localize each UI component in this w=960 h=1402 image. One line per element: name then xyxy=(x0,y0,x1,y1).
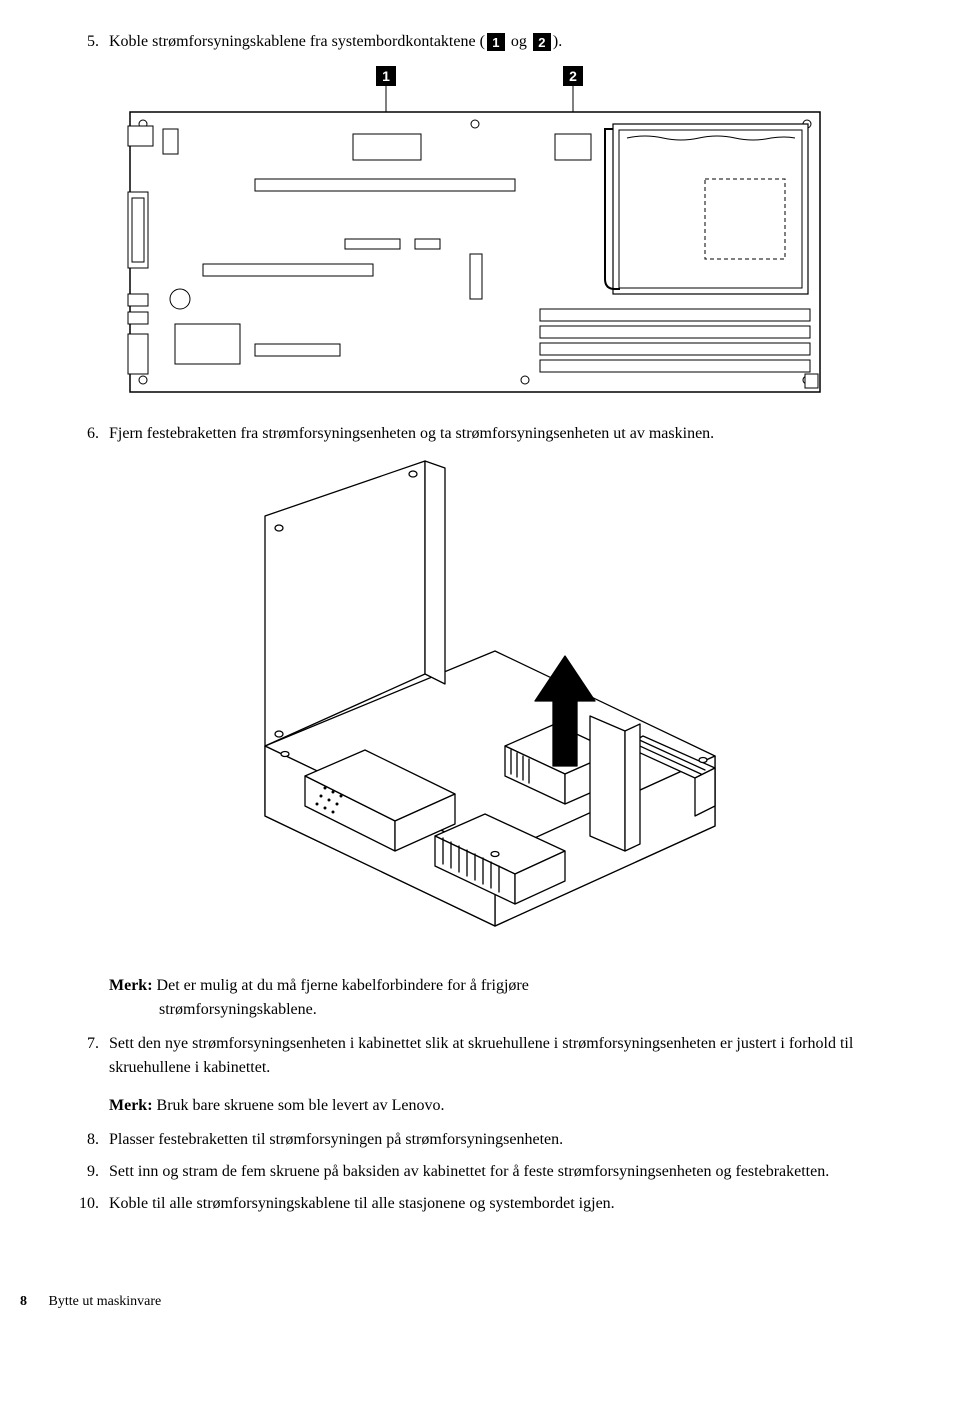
step-9: 9. Sett inn og stram de fem skruene på b… xyxy=(75,1160,875,1184)
step-5-num: 5. xyxy=(75,30,109,54)
step-9-num: 9. xyxy=(75,1160,109,1184)
step-5: 5. Koble strømforsyningskablene fra syst… xyxy=(75,30,875,54)
note-2-text: Bruk bare skruene som ble levert av Leno… xyxy=(157,1097,445,1114)
svg-text:2: 2 xyxy=(569,68,577,84)
callout-inline-2: 2 xyxy=(533,33,551,51)
step-5-text-a: Koble strømforsyningskablene fra systemb… xyxy=(109,33,485,50)
step-8-num: 8. xyxy=(75,1128,109,1152)
step-5-text: Koble strømforsyningskablene fra systemb… xyxy=(109,30,875,54)
svg-text:1: 1 xyxy=(382,68,390,84)
step-7: 7. Sett den nye strømforsyningsenheten i… xyxy=(75,1032,875,1080)
step-6-num: 6. xyxy=(75,422,109,446)
footer-pagenum: 8 xyxy=(20,1294,27,1310)
step-8-text: Plasser festebraketten til strømforsynin… xyxy=(109,1128,875,1152)
diagram-chassis xyxy=(75,456,875,956)
note-1-text: Det er mulig at du må fjerne kabelforbin… xyxy=(157,977,529,994)
step-5-text-c: ). xyxy=(553,33,562,50)
note-1-cont: strømforsyningskablene. xyxy=(159,998,875,1022)
step-6-text: Fjern festebraketten fra strømforsynings… xyxy=(109,422,875,446)
step-7-text: Sett den nye strømforsyningsenheten i ka… xyxy=(109,1032,875,1080)
step-8: 8. Plasser festebraketten til strømforsy… xyxy=(75,1128,875,1152)
step-10: 10. Koble til alle strømforsyningskablen… xyxy=(75,1192,875,1216)
step-10-num: 10. xyxy=(75,1192,109,1216)
step-7-num: 7. xyxy=(75,1032,109,1080)
note-2: Merk: Bruk bare skruene som ble levert a… xyxy=(109,1094,875,1118)
footer-title: Bytte ut maskinvare xyxy=(49,1294,162,1310)
note-2-label: Merk: xyxy=(109,1097,153,1114)
step-5-text-b: og xyxy=(507,33,531,50)
step-6: 6. Fjern festebraketten fra strømforsyni… xyxy=(75,422,875,446)
note-1: Merk: Det er mulig at du må fjerne kabel… xyxy=(109,974,875,1022)
page-footer: 8 Bytte ut maskinvare xyxy=(0,1294,960,1310)
step-10-text: Koble til alle strømforsyningskablene ti… xyxy=(109,1192,875,1216)
diagram-motherboard: 1 2 xyxy=(75,64,875,404)
callout-inline-1: 1 xyxy=(487,33,505,51)
note-1-label: Merk: xyxy=(109,977,153,994)
step-9-text: Sett inn og stram de fem skruene på baks… xyxy=(109,1160,875,1184)
